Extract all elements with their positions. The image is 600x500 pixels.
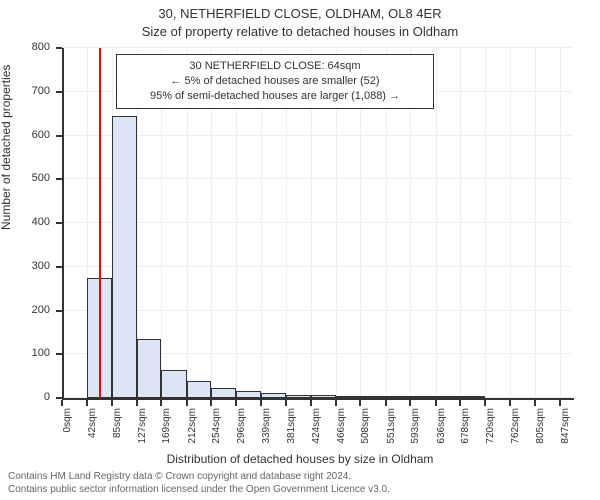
annotation-box: 30 NETHERFIELD CLOSE: 64sqm ← 5% of deta… xyxy=(116,54,434,109)
chart-plot-area: 30 NETHERFIELD CLOSE: 64sqm ← 5% of deta… xyxy=(62,48,572,398)
x-tick-mark xyxy=(559,400,561,406)
y-tick-label: 300 xyxy=(0,260,50,272)
y-tick-label: 600 xyxy=(0,129,50,141)
y-tick-mark xyxy=(56,178,62,180)
y-tick-mark xyxy=(56,397,62,399)
x-tick-mark xyxy=(285,400,287,406)
x-tick-mark xyxy=(111,400,113,406)
y-tick-mark xyxy=(56,91,62,93)
x-tick-mark xyxy=(235,400,237,406)
x-tick-mark xyxy=(435,400,437,406)
footer-line: Contains public sector information licen… xyxy=(8,484,592,497)
x-tick-mark xyxy=(359,400,361,406)
y-tick-label: 0 xyxy=(0,391,50,403)
x-tick-mark xyxy=(335,400,337,406)
y-tick-mark xyxy=(56,222,62,224)
y-tick-mark xyxy=(56,353,62,355)
x-tick-mark xyxy=(160,400,162,406)
x-tick-mark xyxy=(210,400,212,406)
annotation-line: 30 NETHERFIELD CLOSE: 64sqm xyxy=(125,59,425,74)
x-axis-label: Distribution of detached houses by size … xyxy=(0,452,600,466)
y-tick-mark xyxy=(56,135,62,137)
annotation-line: 95% of semi-detached houses are larger (… xyxy=(125,89,425,104)
page-title-line2: Size of property relative to detached ho… xyxy=(0,24,600,39)
x-tick-mark xyxy=(509,400,511,406)
y-tick-mark xyxy=(56,310,62,312)
x-tick-mark xyxy=(310,400,312,406)
footer-attribution: Contains HM Land Registry data © Crown c… xyxy=(8,471,592,496)
x-tick-mark xyxy=(61,400,63,406)
x-tick-mark xyxy=(86,400,88,406)
y-tick-label: 700 xyxy=(0,85,50,97)
y-tick-mark xyxy=(56,47,62,49)
x-tick-mark xyxy=(409,400,411,406)
y-tick-label: 400 xyxy=(0,216,50,228)
x-tick-mark xyxy=(459,400,461,406)
y-tick-label: 100 xyxy=(0,347,50,359)
x-tick-mark xyxy=(136,400,138,406)
y-tick-label: 200 xyxy=(0,304,50,316)
footer-line: Contains HM Land Registry data © Crown c… xyxy=(8,471,592,484)
page-title-line1: 30, NETHERFIELD CLOSE, OLDHAM, OL8 4ER xyxy=(0,6,600,21)
annotation-line: ← 5% of detached houses are smaller (52) xyxy=(125,74,425,89)
x-tick-mark xyxy=(484,400,486,406)
x-tick-mark xyxy=(260,400,262,406)
y-tick-mark xyxy=(56,266,62,268)
y-tick-label: 500 xyxy=(0,172,50,184)
x-tick-mark xyxy=(385,400,387,406)
y-tick-label: 800 xyxy=(0,41,50,53)
x-tick-mark xyxy=(534,400,536,406)
x-tick-mark xyxy=(186,400,188,406)
